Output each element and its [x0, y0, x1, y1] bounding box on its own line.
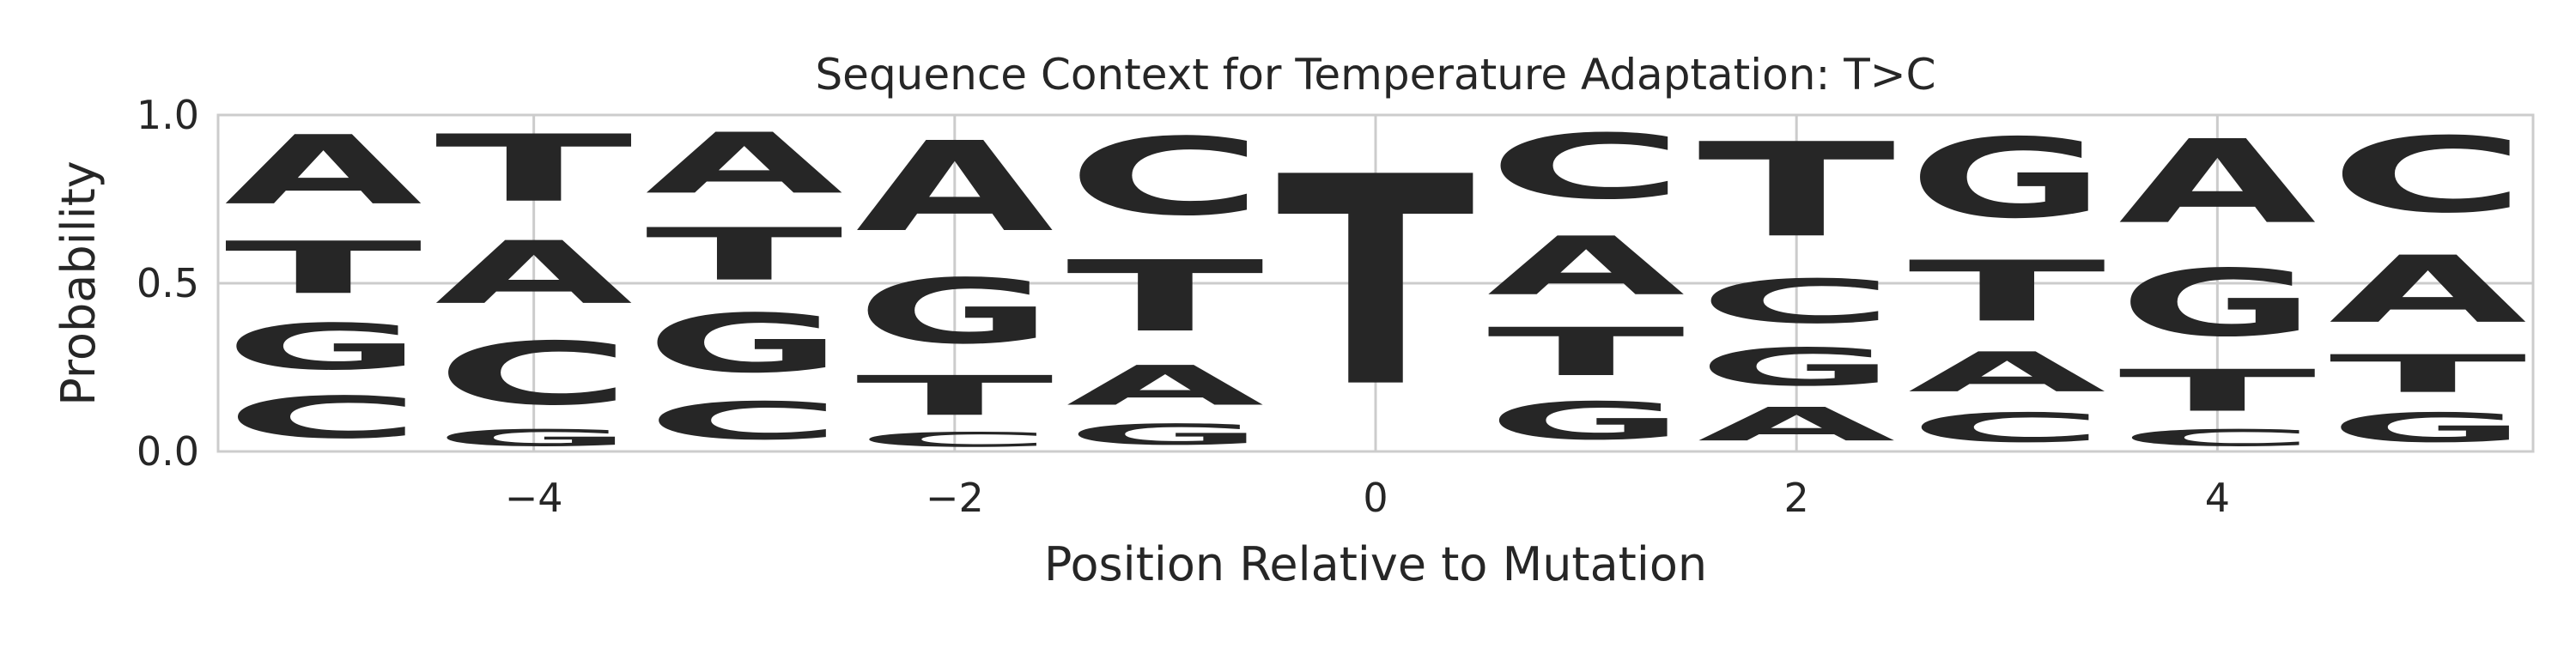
logo-column: T	[1277, 117, 1476, 451]
logo-letter-G: G	[1487, 391, 1685, 451]
logo-letter-G: G	[2118, 251, 2316, 358]
logo-letter-T: T	[2329, 344, 2526, 404]
logo-letter-G: G	[1698, 337, 1895, 397]
y-tick-label: 0.5	[137, 260, 199, 306]
logo-letter-A: A	[1487, 220, 1685, 313]
y-tick-label: 1.0	[137, 92, 199, 138]
logo-letter-A: A	[434, 223, 632, 324]
logo-letter-C: C	[1908, 404, 2105, 451]
ticks-layer: −4 −2 0 2 4 0.0 0.5 1.0	[137, 92, 2230, 521]
logo-letter-C: C	[856, 428, 1054, 451]
x-tick-label: −2	[926, 475, 984, 521]
logo-letter-G: G	[2329, 404, 2526, 451]
logo-letter-T: T	[1487, 314, 1685, 391]
y-tick-label: 0.0	[137, 428, 199, 475]
logo-letter-A: A	[224, 115, 422, 226]
logo-letter-T: T	[434, 115, 632, 222]
x-tick-label: 4	[2205, 475, 2230, 521]
logo-letter-C: C	[224, 385, 422, 451]
x-tick-label: −4	[505, 475, 563, 521]
logo-letter-G: G	[224, 311, 422, 385]
x-tick-label: 2	[1784, 475, 1809, 521]
logo-letter-T: T	[1908, 243, 2105, 340]
logo-letter-C: C	[1066, 115, 1264, 239]
logo-letter-T: T	[2118, 358, 2316, 425]
logo-letter-G: G	[646, 297, 843, 391]
logo-letter-A: A	[2329, 236, 2526, 343]
logo-letter-T: T	[856, 364, 1054, 427]
plot-frame	[216, 113, 2535, 453]
logo-letter-C: C	[1487, 116, 1685, 220]
frame-layer	[216, 113, 2535, 453]
x-axis-label: Position Relative to Mutation	[1044, 537, 1707, 591]
logo-letter-C: C	[2118, 425, 2316, 451]
logo-letter-A: A	[1698, 398, 1895, 451]
logo-letter-A: A	[646, 116, 843, 213]
logo-letter-T: T	[1277, 117, 1476, 451]
logo-letter-T: T	[224, 227, 422, 310]
logo-letter-C: C	[646, 391, 843, 451]
y-axis-label: Probability	[52, 160, 106, 405]
logo-letter-G: G	[1066, 418, 1264, 451]
logo-letter-A: A	[856, 116, 1054, 260]
logo-letter-C: C	[1698, 267, 1895, 337]
logo-letter-G: G	[856, 260, 1054, 364]
logo-letter-T: T	[646, 213, 843, 296]
logo-letter-A: A	[1908, 341, 2105, 404]
x-tick-label: 0	[1363, 475, 1388, 521]
logo-letter-T: T	[1698, 115, 1897, 266]
logo-letter-G: G	[1908, 116, 2105, 243]
logo-letter-C: C	[434, 324, 632, 424]
logo-letter-G: G	[434, 425, 632, 451]
logo-letter-A: A	[1066, 354, 1264, 417]
chart-title: Sequence Context for Temperature Adaptat…	[815, 50, 1935, 100]
logo-letter-C: C	[2329, 116, 2526, 237]
logo-letter-T: T	[1066, 240, 1264, 354]
logo-letter-A: A	[2118, 116, 2316, 250]
